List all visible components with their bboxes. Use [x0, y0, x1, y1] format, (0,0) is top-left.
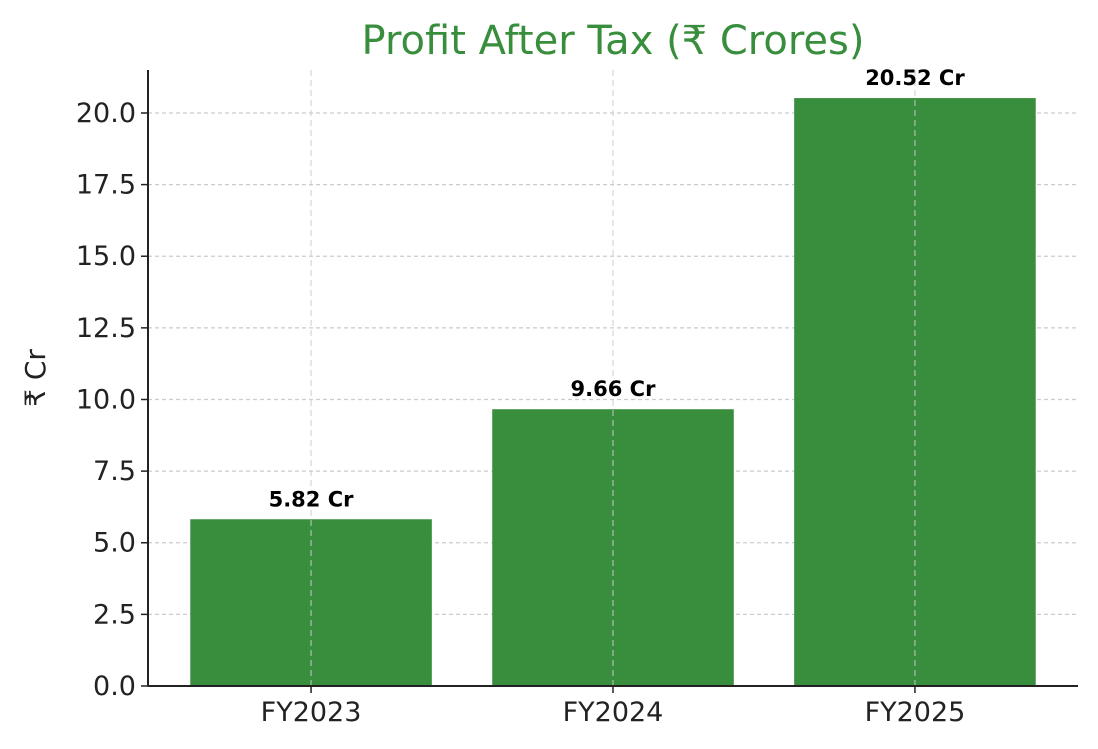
y-tick-label: 2.5 — [93, 599, 136, 630]
y-tick-label: 7.5 — [93, 456, 136, 487]
y-tick-label: 0.0 — [93, 671, 136, 702]
x-tick-label: FY2025 — [865, 697, 966, 728]
y-tick-label: 5.0 — [93, 528, 136, 559]
data-labels: 5.82 Cr 9.66 Cr 20.52 Cr — [269, 66, 965, 686]
y-axis-label: ₹ Cr — [19, 349, 52, 407]
chart-title: Profit After Tax (₹ Crores) — [362, 18, 865, 64]
y-tick-label: 15.0 — [76, 241, 136, 272]
data-label: 20.52 Cr — [865, 66, 965, 90]
x-tick-label: FY2024 — [563, 697, 664, 728]
y-tick-label: 10.0 — [76, 384, 136, 415]
x-tick-label: FY2023 — [261, 697, 362, 728]
y-tick-label: 20.0 — [76, 98, 136, 129]
data-label: 9.66 Cr — [571, 377, 657, 401]
data-label: 5.82 Cr — [269, 487, 355, 511]
y-tick-label: 17.5 — [76, 170, 136, 201]
y-tick-label: 12.5 — [76, 313, 136, 344]
axes: 0.0 2.5 5.0 7.5 10.0 12.5 15.0 17.5 20.0 FY2023 FY… — [76, 70, 1078, 728]
